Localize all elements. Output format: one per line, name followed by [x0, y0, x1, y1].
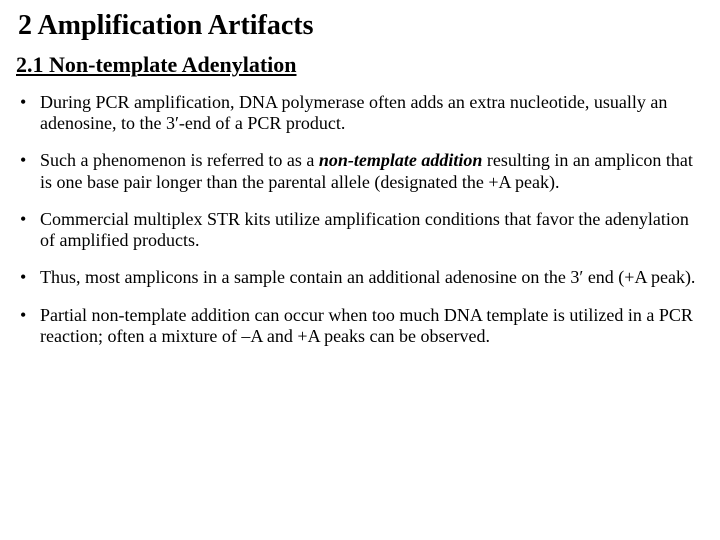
list-item: •Thus, most amplicons in a sample contai… — [16, 267, 704, 288]
bullet-text: Commercial multiplex STR kits utilize am… — [40, 209, 704, 251]
subsection-heading: 2.1 Non-template Adenylation — [16, 52, 704, 78]
bullet-list: •During PCR amplification, DNA polymeras… — [16, 92, 704, 347]
bullet-text: Thus, most amplicons in a sample contain… — [40, 267, 704, 288]
list-item: •Commercial multiplex STR kits utilize a… — [16, 209, 704, 251]
list-item: •Partial non-template addition can occur… — [16, 305, 704, 347]
list-item: •During PCR amplification, DNA polymeras… — [16, 92, 704, 134]
bullet-text: During PCR amplification, DNA polymerase… — [40, 92, 704, 134]
bullet-marker-icon: • — [16, 305, 40, 347]
bullet-text: Such a phenomenon is referred to as a no… — [40, 150, 704, 192]
bullet-text: Partial non-template addition can occur … — [40, 305, 704, 347]
bullet-marker-icon: • — [16, 209, 40, 251]
section-heading: 2 Amplification Artifacts — [18, 10, 704, 42]
bullet-marker-icon: • — [16, 267, 40, 288]
list-item: •Such a phenomenon is referred to as a n… — [16, 150, 704, 192]
bullet-marker-icon: • — [16, 150, 40, 192]
bullet-marker-icon: • — [16, 92, 40, 134]
